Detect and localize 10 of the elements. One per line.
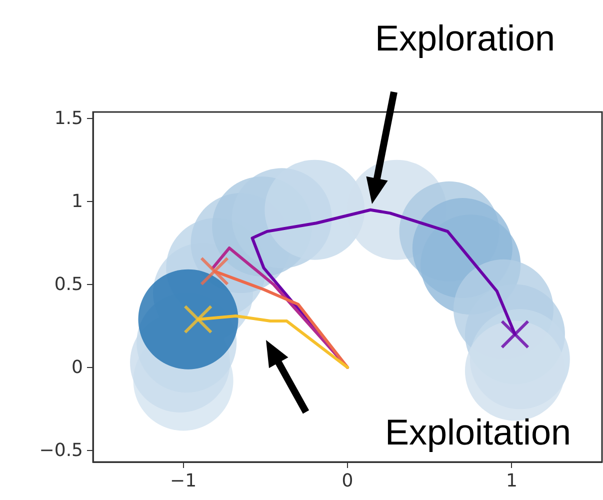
y-tick-label: −0.5 [39, 440, 83, 461]
y-tick-label: 0.5 [54, 274, 83, 296]
x-tick-label: 1 [506, 470, 518, 492]
text: Exploration [374, 18, 556, 58]
y-tick-label: 1 [72, 191, 83, 212]
x-tick-label: 0 [342, 470, 354, 492]
y-tick-label: 1.5 [54, 108, 83, 130]
annotation: Exploitation [384, 412, 572, 452]
y-tick-label: 0 [72, 356, 83, 378]
x-tick-label: −1 [170, 470, 197, 492]
